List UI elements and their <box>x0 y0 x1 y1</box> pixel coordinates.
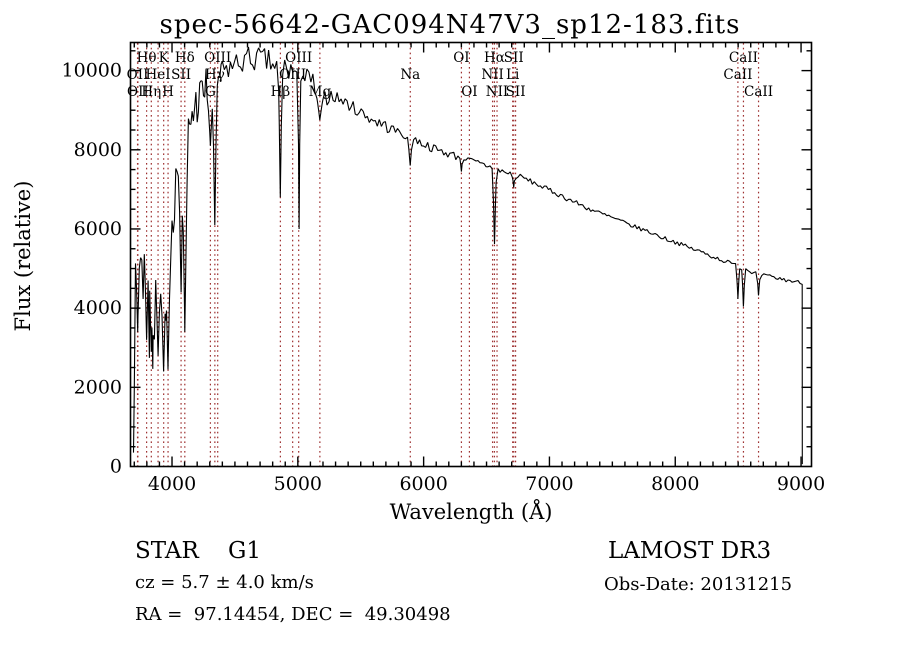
y-tick-label: 10000 <box>62 60 122 82</box>
spectral-line-label: CaII <box>744 84 773 100</box>
spectral-line-label: Na <box>400 67 420 83</box>
spectrum-trace <box>132 46 803 465</box>
ra-dec-value: RA = 97.14454, DEC = 49.30498 <box>135 604 451 625</box>
spectral-line-label: Hη <box>141 84 161 100</box>
spectral-line-label: Li <box>506 67 520 83</box>
spectral-line-label: OI <box>461 84 477 100</box>
spectral-line-label: SII <box>506 84 526 100</box>
spectral-line-label: OI <box>453 50 469 66</box>
x-axis-label: Wavelength (Å) <box>389 500 553 524</box>
y-tick-label: 0 <box>110 456 122 478</box>
spectral-line-label: Hβ <box>271 84 291 100</box>
spectral-line-label: H <box>162 84 174 100</box>
spectral-line-label: HeI <box>145 67 170 83</box>
y-tick-label: 4000 <box>74 297 122 319</box>
spectral-line-label: Hγ <box>205 67 225 83</box>
spectral-line-label: G <box>205 84 216 100</box>
spectral-line-label: OII <box>127 67 149 83</box>
plot-frame <box>129 41 813 468</box>
cz-value: cz = 5.7 ± 4.0 km/s <box>135 572 314 593</box>
spectral-line-label: CaII <box>729 50 758 66</box>
spectral-line-label: Mg <box>309 84 332 100</box>
y-tick-label: 8000 <box>74 139 122 161</box>
spectral-line-label: NII <box>481 67 503 83</box>
spectral-line-label: CaII <box>723 67 752 83</box>
survey-label: LAMOST DR3 <box>608 538 772 564</box>
x-tick-label: 4000 <box>148 473 196 495</box>
x-tick-label: 8000 <box>651 473 699 495</box>
spectral-line-label: SII <box>504 50 524 66</box>
spectral-line-label: Hα <box>484 50 505 66</box>
x-tick-label: 5000 <box>274 473 322 495</box>
x-tick-label: 9000 <box>777 473 825 495</box>
spectral-line-label: NII <box>486 84 508 100</box>
obs-date: Obs-Date: 20131215 <box>604 574 793 595</box>
spectral-line-label: Hδ <box>175 50 195 66</box>
spectral-line-label: OIII <box>285 50 312 66</box>
spectral-line-label: OIII <box>279 67 306 83</box>
spectral-line-label: OIII <box>204 50 231 66</box>
y-tick-label: 2000 <box>74 376 122 398</box>
plot-title: spec-56642-GAC094N47V3_sp12-183.fits <box>159 10 741 40</box>
y-tick-label: 6000 <box>74 218 122 240</box>
spectral-line-label: OII <box>127 84 149 100</box>
object-class-label: STAR G1 <box>135 538 262 564</box>
x-tick-label: 6000 <box>399 473 447 495</box>
spectral-line-label: SII <box>171 67 191 83</box>
x-tick-label: 7000 <box>525 473 573 495</box>
spectral-line-label: Hθ <box>137 50 157 66</box>
spectral-line-label: K <box>159 50 170 66</box>
